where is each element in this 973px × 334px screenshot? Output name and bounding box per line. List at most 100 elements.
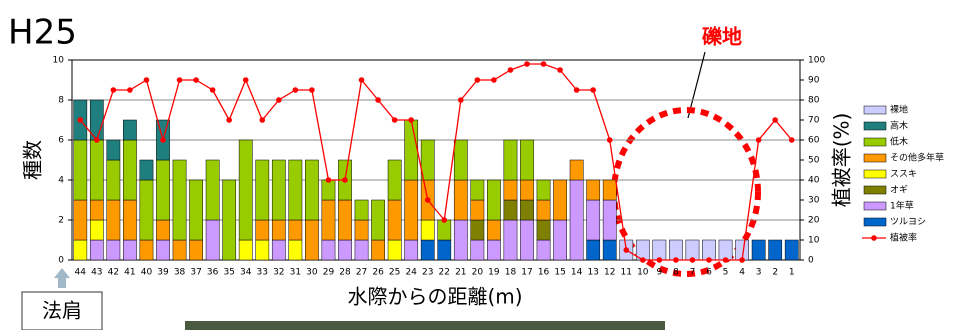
bar-segment [106,239,121,261]
legend-label: 1年草 [890,200,914,212]
chart-title: H25 [8,13,77,53]
bar-segment [602,239,617,261]
line-marker [193,77,199,83]
bar-segment [387,199,402,241]
bar-segment [106,139,121,161]
x-tick-label: 1 [789,268,795,278]
line-marker [673,257,679,263]
legend-swatch [863,105,887,115]
bar-segment [123,199,137,241]
x-tick-label: 26 [372,268,384,278]
bar-segment [437,219,452,241]
legend-swatch [863,137,887,147]
bank-label: 法肩 [42,299,82,323]
bar-segment [652,239,667,261]
line-marker [226,117,232,123]
y2-tick-label: 20 [808,216,820,226]
line-marker [309,87,315,93]
line [79,63,793,261]
bar-segment [354,199,369,221]
x-axis-label: 水際からの距離(m) [347,285,522,309]
y2-tick-label: 10 [808,236,820,246]
bar-segment [371,199,385,241]
y-axis-label: 種数 [21,140,45,180]
x-tick-label: 20 [472,268,484,278]
bank-arrow [54,268,70,288]
x-tick-label: 41 [124,268,135,278]
line-marker [656,257,663,263]
x-tick-label: 6 [706,268,712,278]
bar-segment [288,239,303,261]
bar-segment [553,179,567,221]
bar-segment [387,159,402,201]
legend-label: 裸地 [890,104,908,116]
bar-segment [751,239,766,261]
line-marker [209,87,216,93]
bar-segment [271,219,286,241]
line-marker [391,117,398,123]
x-tick-label: 28 [339,268,351,278]
bar-segment [205,159,220,221]
y2-tick-label: 0 [808,256,814,266]
bar-segment [685,239,700,261]
x-tick-label: 40 [141,268,153,278]
x-tick-label: 3 [756,268,762,278]
bar-segment [139,179,154,241]
bar-segment [569,179,584,261]
x-tick-label: 10 [637,268,649,278]
bar-segment [156,239,170,261]
bar-segment [470,219,485,241]
y2-tick-label: 70 [808,116,820,126]
bar-segment [123,139,137,201]
legend-label: 低木 [890,136,908,148]
x-tick-label: 12 [604,268,615,278]
bar-segment [288,219,303,241]
bar-segment [354,219,369,241]
line-marker [491,77,497,83]
line-marker [160,137,166,143]
bar-segment [189,179,203,241]
bar-segment [470,199,485,221]
bar-segment [139,239,154,261]
bar-segment [387,239,402,261]
bar-segment [553,219,567,261]
bar-segment [205,219,220,261]
bar-segment [536,179,551,201]
bar-segment [305,219,319,261]
x-tick-label: 29 [323,268,335,278]
bar-segment [123,239,137,261]
bar-segment [106,199,121,241]
bar-segment [768,239,783,261]
bar-segment [586,239,601,261]
line-marker [292,87,299,93]
bar-segment [321,199,336,241]
bar-segment [718,239,733,261]
bar-segment [255,159,270,221]
line-marker [77,117,84,123]
x-tick-label: 36 [207,268,219,278]
x-tick-label: 44 [75,268,87,278]
x-tick-label: 43 [91,268,102,278]
bar-segment [520,199,534,221]
legend-label: ツルヨシ [890,218,926,228]
bar-segment [222,179,237,261]
line-marker [739,257,745,263]
x-tick-label: 2 [772,268,778,278]
bar-segment [569,159,584,181]
line-marker [358,77,365,83]
x-tick-label: 24 [405,268,417,278]
y2-tick-label: 90 [808,76,820,86]
bar-segment [321,179,336,201]
line-marker [706,257,712,263]
bar-segment [238,239,253,261]
y2-tick-label: 50 [808,156,820,166]
x-tick-label: 37 [190,268,201,278]
line-marker [458,97,464,103]
bar-segment [520,179,534,201]
bar-segment [536,239,551,261]
line-marker [325,177,332,183]
bar-segment [586,179,601,201]
line-marker [242,77,249,83]
x-tick-label: 8 [673,268,679,278]
